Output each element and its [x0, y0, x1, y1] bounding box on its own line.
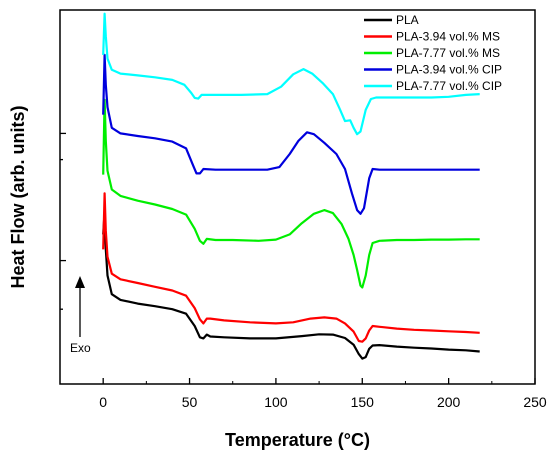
exo-arrow-icon	[75, 276, 85, 288]
series-line-2	[102, 98, 480, 289]
x-tick-label: 50	[182, 394, 198, 410]
y-axis-title: Heat Flow (arb. units)	[8, 105, 28, 288]
x-tick-label: 150	[351, 394, 375, 410]
series-line-4	[102, 12, 480, 136]
x-tick-label: 0	[99, 394, 107, 410]
x-tick-label: 100	[264, 394, 288, 410]
legend-label: PLA-7.77 vol.% CIP	[396, 79, 502, 93]
series-layer	[102, 12, 480, 360]
x-axis-title: Temperature (°C)	[225, 430, 370, 450]
exo-annotation: Exo	[70, 276, 91, 355]
legend-label: PLA	[396, 13, 419, 27]
plot-area-frame	[59, 9, 536, 385]
x-tick-label: 200	[437, 394, 461, 410]
legend-label: PLA-7.77 vol.% MS	[396, 46, 500, 60]
x-tick-label: 250	[523, 394, 547, 410]
tick-layer: 0 50 100 150 200 250	[59, 132, 547, 410]
exo-label: Exo	[70, 341, 91, 355]
legend-label: PLA-3.94 vol.% MS	[396, 30, 500, 44]
legend-label: PLA-3.94 vol.% CIP	[396, 63, 502, 77]
series-line-3	[102, 53, 480, 215]
series-line-0	[102, 210, 480, 360]
legend: PLA PLA-3.94 vol.% MS PLA-7.77 vol.% MS PLA…	[364, 13, 502, 93]
series-line-1	[102, 192, 480, 343]
